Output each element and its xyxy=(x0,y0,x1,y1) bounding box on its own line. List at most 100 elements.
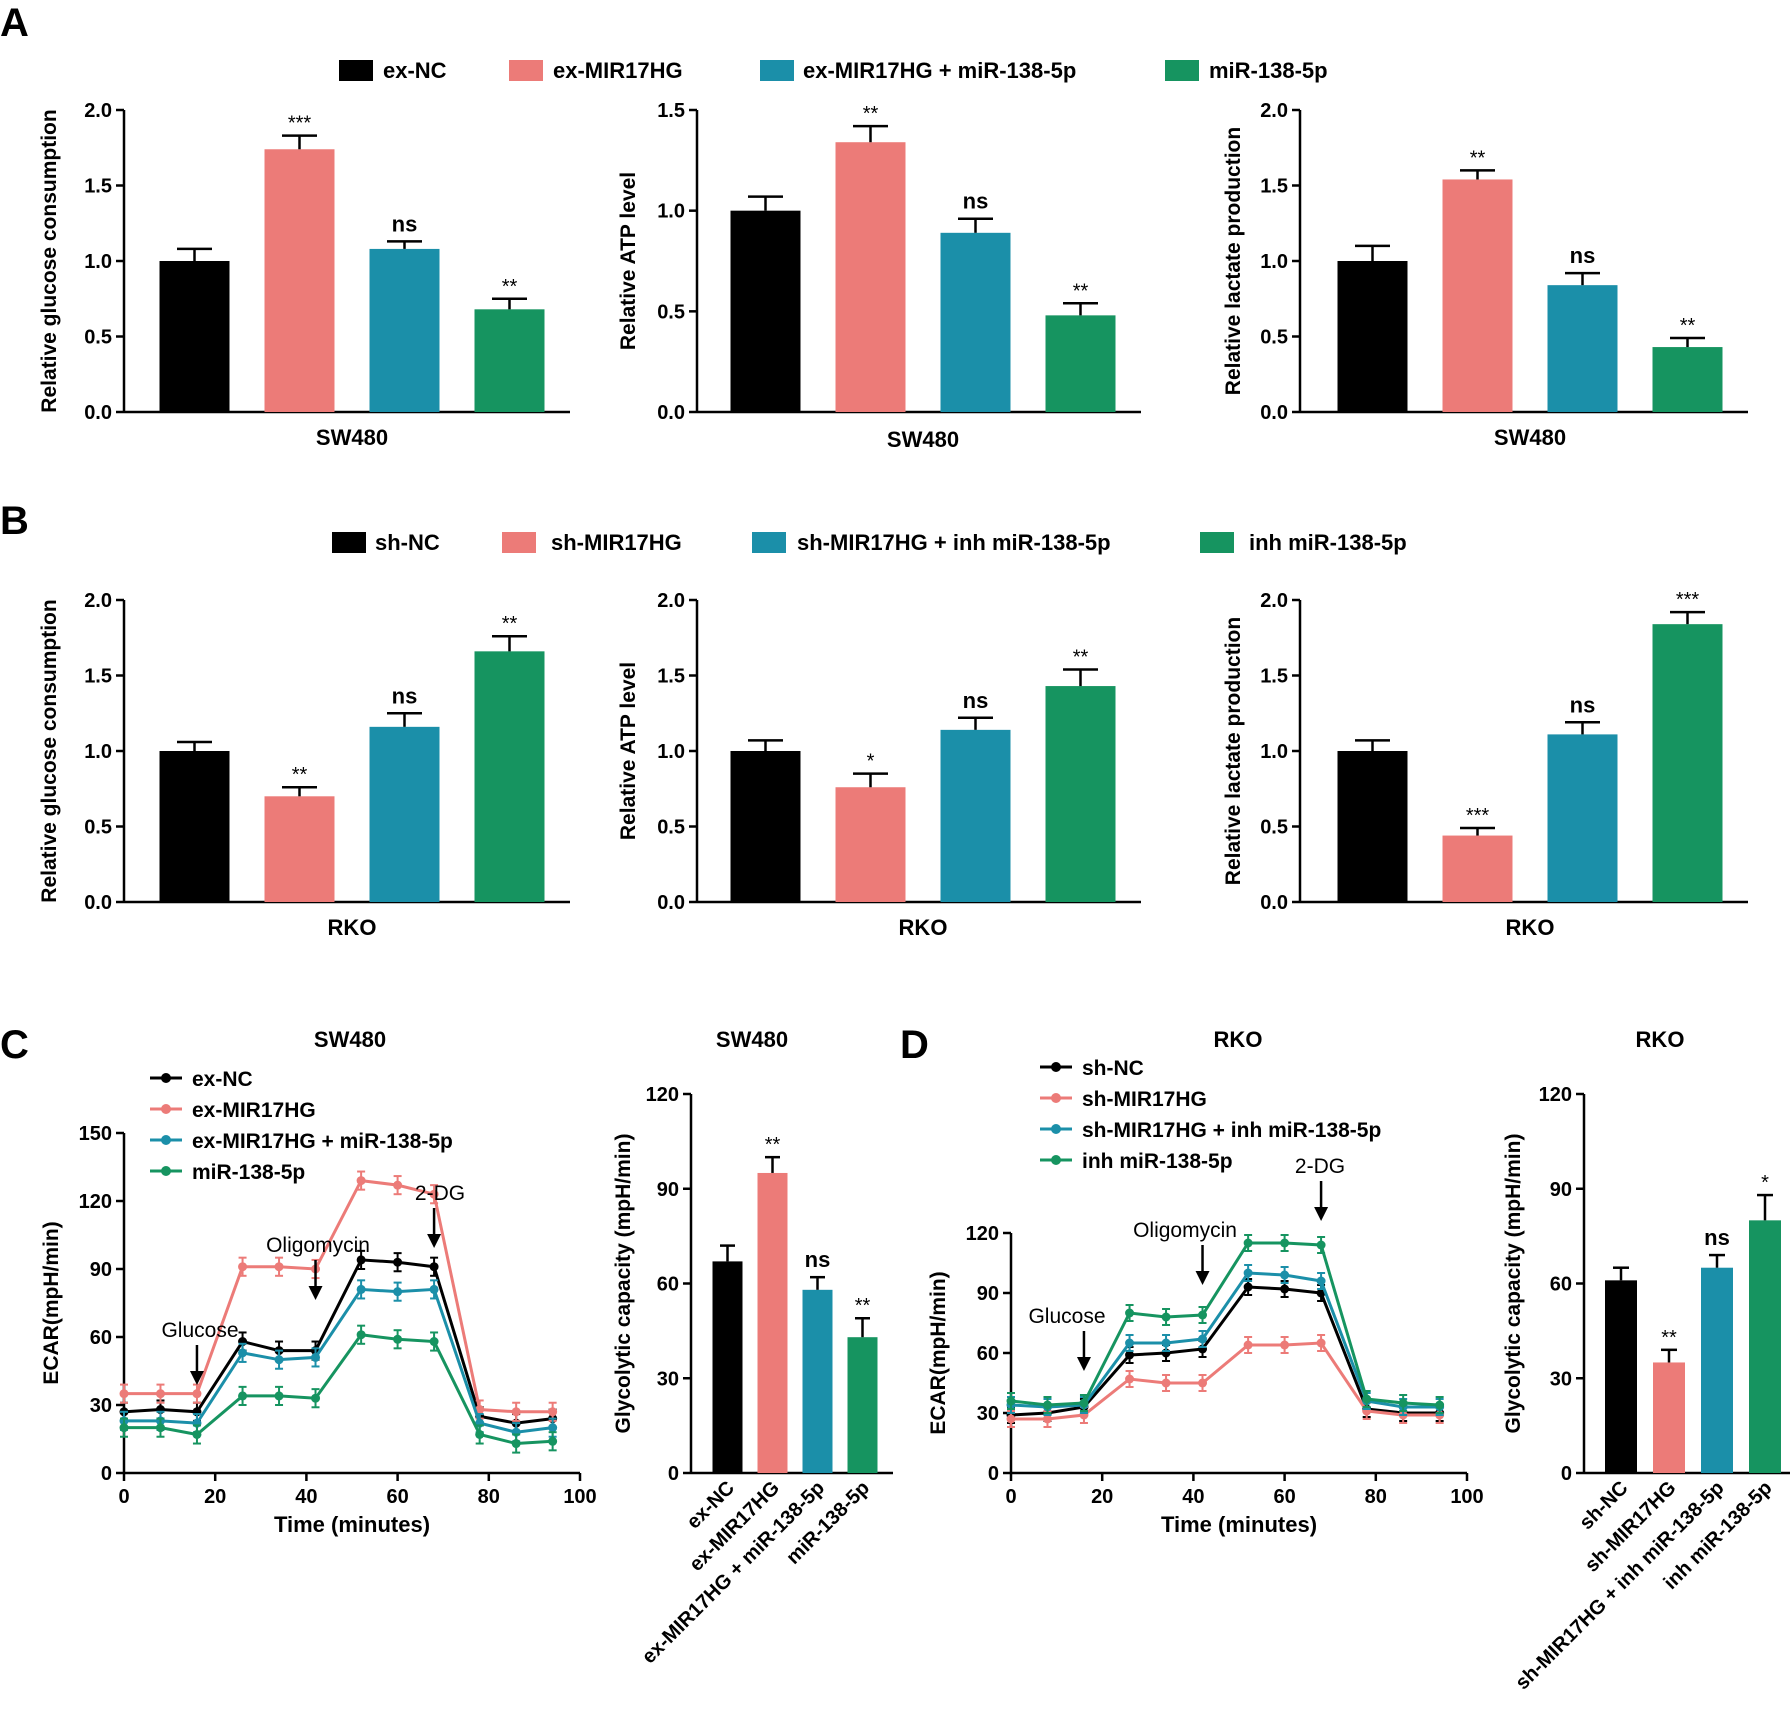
y-tick-label: 0.5 xyxy=(84,817,112,839)
legend-b-swatch-1 xyxy=(502,532,536,553)
panel-letter-a: A xyxy=(0,1,29,45)
chart-c-glycolytic-capacity: 0 30 60 90 120 Glycolytic capacity (mpH/min) *… xyxy=(612,1027,893,1668)
bar-2 xyxy=(835,787,906,902)
data-point xyxy=(356,1176,366,1186)
chart-d-ecar-line: 0 30 60 90 120 0 20 40 60 80 100 ECAR(mpH/min) Time … xyxy=(927,1027,1484,1537)
data-point xyxy=(1006,1396,1016,1406)
data-point xyxy=(475,1429,485,1439)
data-point xyxy=(548,1423,558,1433)
annotation-label: 2-DG xyxy=(415,1182,465,1205)
significance-label: ns xyxy=(392,211,418,236)
y-tick-label: 0.5 xyxy=(657,301,685,323)
data-point xyxy=(429,1189,439,1199)
legend-label: inh miR-138-5p xyxy=(1082,1150,1233,1173)
y-tick-label: 1.5 xyxy=(84,666,112,688)
significance-label: ** xyxy=(765,1134,781,1156)
y-axis-label: Relative ATP level xyxy=(617,662,640,840)
x-tick-label: 20 xyxy=(1091,1486,1113,1508)
category-label: ex-MIR17HG + miR-138-5p xyxy=(638,1477,829,1668)
significance-label: ** xyxy=(1680,315,1696,337)
x-axis-label: RKO xyxy=(328,915,377,940)
y-tick-label: 0.0 xyxy=(84,892,112,914)
y-tick-label: 120 xyxy=(79,1191,112,1213)
y-tick-label: 0.0 xyxy=(1260,892,1288,914)
bar-4 xyxy=(1045,686,1116,902)
bar-3 xyxy=(369,248,440,412)
x-axis-label: SW480 xyxy=(1494,425,1566,450)
annotation-arrow-head xyxy=(1076,1357,1091,1371)
y-tick-label: 120 xyxy=(966,1223,999,1245)
y-tick-label: 1.0 xyxy=(1260,251,1288,273)
y-axis-label: ECAR(mpH/min) xyxy=(927,1271,950,1434)
bar-1 xyxy=(159,751,230,902)
bar-1 xyxy=(1337,751,1408,902)
chart-a-atp-level: 0.0 0.5 1.0 1.5 Relative ATP level ** ns ** SW48… xyxy=(617,100,1141,452)
legend-a-label-1: ex-MIR17HG xyxy=(553,58,683,83)
legend-a-label-2: ex-MIR17HG + miR-138-5p xyxy=(803,58,1076,83)
y-tick-label: 1.0 xyxy=(1260,741,1288,763)
annotation-arrow-head xyxy=(1314,1207,1329,1221)
y-tick-label: 2.0 xyxy=(84,100,112,122)
data-point xyxy=(1243,1268,1253,1278)
bar-3 xyxy=(940,232,1011,412)
x-tick-label: 80 xyxy=(1365,1486,1387,1508)
significance-label: * xyxy=(1761,1172,1769,1194)
chart-c-ecar-line: 0 30 60 90 120 150 0 20 40 60 80 100 ECAR(mpH/min) Ti… xyxy=(40,1027,597,1537)
legend-b-swatch-3 xyxy=(1200,532,1234,553)
y-tick-label: 90 xyxy=(90,1259,112,1281)
data-point xyxy=(356,1284,366,1294)
legend-b-label-1: sh-MIR17HG xyxy=(551,530,682,555)
data-point xyxy=(429,1262,439,1272)
bar-2 xyxy=(264,149,335,412)
significance-label: ** xyxy=(502,613,518,635)
data-point xyxy=(1125,1308,1135,1318)
chart-title: RKO xyxy=(1214,1027,1263,1052)
data-point xyxy=(1316,1240,1326,1250)
chart-title: SW480 xyxy=(314,1027,386,1052)
y-axis-label: Glycolytic capacity (mpH/min) xyxy=(612,1134,635,1434)
significance-label: ** xyxy=(502,276,518,298)
significance-label: ns xyxy=(963,688,989,713)
y-tick-label: 1.5 xyxy=(657,666,685,688)
data-point xyxy=(1042,1400,1052,1410)
bar-3 xyxy=(1547,285,1618,412)
y-tick-label: 0.0 xyxy=(657,402,685,424)
data-point xyxy=(238,1391,248,1401)
x-tick-label: 100 xyxy=(563,1486,596,1508)
data-point xyxy=(1398,1398,1408,1408)
y-tick-label: 0.5 xyxy=(84,327,112,349)
legend-marker xyxy=(1051,1124,1061,1134)
series-line-1 xyxy=(123,1258,553,1425)
legend-a-swatch-1 xyxy=(509,60,543,81)
data-point xyxy=(155,1389,165,1399)
data-point xyxy=(1198,1378,1208,1388)
chart-title: SW480 xyxy=(716,1027,788,1052)
bar-2 xyxy=(835,142,906,413)
y-tick-label: 0.5 xyxy=(1260,817,1288,839)
bar-2 xyxy=(757,1172,788,1473)
significance-label: ** xyxy=(863,103,879,125)
data-point xyxy=(1125,1338,1135,1348)
legend-marker xyxy=(161,1073,171,1083)
bar-1 xyxy=(1337,261,1408,412)
y-tick-label: 120 xyxy=(1539,1084,1572,1106)
data-point xyxy=(274,1391,284,1401)
data-point xyxy=(356,1255,366,1265)
x-tick-label: 100 xyxy=(1450,1486,1483,1508)
annotation-label: Oligomycin xyxy=(1133,1219,1237,1242)
chart-title: RKO xyxy=(1636,1027,1685,1052)
annotation-arrow-head xyxy=(189,1371,204,1385)
annotation-label: Oligomycin xyxy=(266,1234,370,1257)
legend-marker xyxy=(1051,1093,1061,1103)
y-axis-label: Relative glucose consumption xyxy=(38,109,61,412)
legend-label: ex-MIR17HG xyxy=(192,1099,316,1122)
bar-1 xyxy=(159,261,230,412)
data-point xyxy=(1243,1282,1253,1292)
legend-b-label-2: sh-MIR17HG + inh miR-138-5p xyxy=(797,530,1111,555)
data-point xyxy=(192,1429,202,1439)
y-tick-label: 1.0 xyxy=(84,741,112,763)
y-axis-label: Relative ATP level xyxy=(617,172,640,350)
y-axis-label: Relative glucose consumption xyxy=(38,599,61,902)
data-point xyxy=(1042,1414,1052,1424)
data-point xyxy=(511,1439,521,1449)
